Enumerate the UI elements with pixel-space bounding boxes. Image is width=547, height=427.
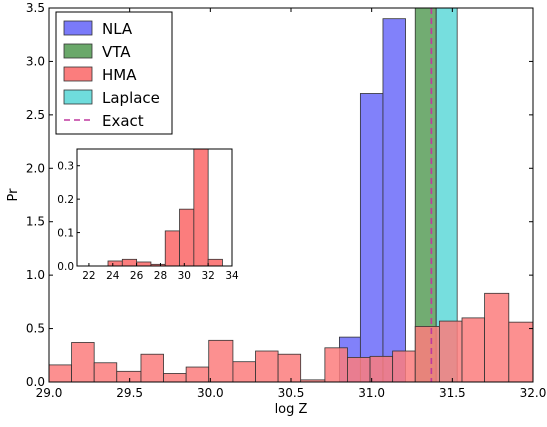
hma-bar-20 [508, 321, 533, 382]
hma-bar-1 [71, 342, 95, 382]
legend-label-exact: Exact [102, 112, 144, 130]
hma-bar-4 [140, 353, 164, 382]
hma-bar-17 [439, 320, 463, 382]
x-tick-label: 30.0 [197, 386, 224, 400]
legend-label-laplace: Laplace [102, 89, 160, 107]
inset-hma-bar-7 [207, 258, 223, 266]
x-tick-label: 29.5 [116, 386, 143, 400]
y-tick-label: 0.0 [26, 375, 45, 389]
inset-x-tick-label: 32 [201, 270, 214, 282]
inset-hma-bar-1 [121, 258, 138, 266]
hma-bar-13 [347, 357, 371, 382]
y-tick-label: 2.5 [26, 108, 45, 122]
hma-bar-8 [232, 361, 256, 382]
y-tick-label: 1.5 [26, 215, 45, 229]
legend-label-vta: VTA [102, 43, 131, 61]
hma-bar-19 [484, 292, 510, 382]
x-tick-label: 32.0 [520, 386, 547, 400]
hma-bar-9 [255, 350, 279, 382]
legend-swatch-vta [63, 43, 93, 59]
legend-label-nla: NLA [102, 20, 133, 38]
x-tick-label: 31.5 [439, 386, 466, 400]
hma-bar-15 [392, 350, 416, 382]
inset-frame [76, 148, 233, 267]
hma-bar-14 [369, 355, 394, 382]
hma-bar-10 [277, 353, 302, 382]
inset-bars [107, 149, 223, 266]
y-tick-label: 0.5 [26, 322, 45, 336]
inset-hma-bar-2 [136, 261, 152, 266]
x-tick-label: 29.0 [36, 386, 63, 400]
legend-swatch-laplace [63, 89, 93, 105]
vta-bar-0 [414, 8, 437, 382]
legend-swatch-nla [63, 20, 93, 36]
inset-x-tick-label: 24 [106, 270, 120, 282]
inset-hma-bar-0 [107, 260, 123, 266]
inset-x-tick-label: 26 [130, 270, 144, 282]
nla-bar-1 [359, 93, 384, 382]
inset-x-tick-label: 30 [178, 270, 191, 282]
inset-y-tick-label: 0.0 [57, 261, 74, 273]
inset-y-tick-label: 0.1 [57, 228, 74, 240]
y-axis-label: Pr [6, 188, 21, 202]
hma-bar-18 [461, 317, 486, 382]
inset-y-tick-label: 0.2 [57, 194, 74, 206]
x-axis-label: log Z [275, 402, 308, 417]
legend-label-hma: HMA [102, 66, 137, 84]
inset-background [77, 149, 232, 266]
y-tick-label: 3.5 [26, 1, 45, 15]
hma-bar-16 [414, 326, 440, 382]
hma-bar-5 [163, 373, 187, 382]
y-tick-label: 1.0 [26, 268, 45, 282]
inset-x-tick-label: 28 [154, 270, 167, 282]
inset-hma-bar-6 [193, 149, 209, 266]
hma-bar-6 [185, 366, 210, 382]
inset-x-tick-label: 22 [82, 270, 95, 282]
nla-bar-2 [382, 18, 406, 382]
hma-bar-12 [324, 347, 348, 382]
hma-bar-0 [49, 364, 72, 382]
hma-bar-3 [116, 370, 142, 382]
x-tick-label: 31.0 [358, 386, 385, 400]
legend-swatch-hma [63, 66, 93, 82]
x-tick-label: 30.5 [278, 386, 305, 400]
inset-hma-bar-5 [179, 208, 195, 266]
y-tick-label: 2.0 [26, 161, 45, 175]
y-tick-label: 3.0 [26, 54, 45, 68]
main-plot-bars [49, 8, 533, 382]
hma-bar-7 [208, 339, 234, 382]
laplace-bar-0 [435, 8, 458, 382]
hma-bar-2 [93, 362, 118, 382]
inset-x-tick-label: 34 [225, 270, 239, 282]
inset-y-tick-label: 0.3 [57, 161, 74, 173]
inset-hma-bar-4 [164, 230, 180, 266]
